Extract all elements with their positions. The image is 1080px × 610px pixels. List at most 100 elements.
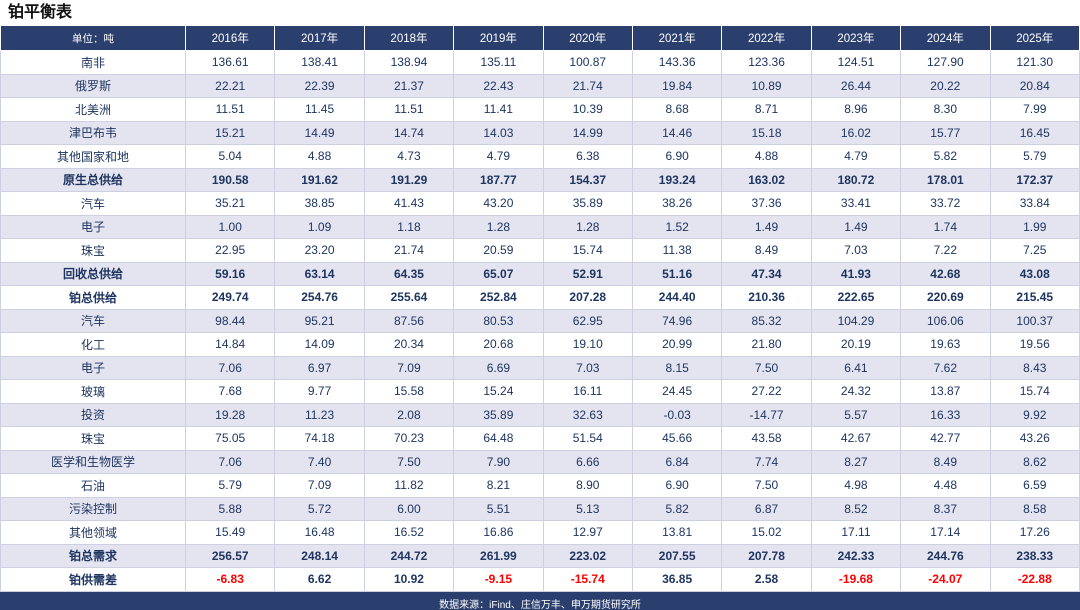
- value-cell: 178.01: [900, 167, 991, 192]
- value-cell: 24.45: [631, 379, 723, 404]
- table-row: 津巴布韦 15.21 14.49 14.74 14.03 14.99 14.46 15.18 1…: [0, 120, 1080, 145]
- value-cell: 20.34: [363, 332, 455, 357]
- value-cell: 15.74: [989, 379, 1080, 404]
- value-cell: 20.84: [989, 73, 1080, 98]
- value-cell: 21.74: [542, 73, 633, 98]
- value-cell: 7.74: [721, 449, 812, 474]
- table-row: 铂总供给 249.74 254.76 255.64 252.84 207.28 244.40…: [0, 285, 1080, 310]
- table-row: 其他领域 15.49 16.48 16.52 16.86 12.97 13.81 15.02 1…: [0, 520, 1080, 545]
- value-cell: 42.67: [810, 426, 902, 451]
- value-cell: 8.27: [810, 449, 902, 474]
- table-row: 汽车 98.44 95.21 87.56 80.53 62.95 74.96 85.32 104…: [0, 308, 1080, 333]
- value-cell: 207.55: [631, 543, 723, 568]
- value-cell: 45.66: [631, 426, 723, 451]
- year-header-cell: 2024年: [900, 25, 991, 51]
- table-row: 铂总需求 256.57 248.14 244.72 261.99 223.02 207.55…: [0, 543, 1080, 568]
- value-cell: 20.59: [453, 238, 544, 263]
- value-cell: 11.38: [631, 238, 723, 263]
- value-cell: 15.77: [900, 120, 991, 145]
- table-header: 单位：吨 2016年 2017年 2018年 2019年 2020年 2021年 2022年 2…: [0, 25, 1080, 51]
- value-cell: 1.00: [184, 214, 276, 239]
- value-cell: 21.37: [363, 73, 455, 98]
- value-cell: 64.48: [453, 426, 544, 451]
- value-cell: 7.68: [184, 379, 276, 404]
- value-cell: 22.95: [184, 238, 276, 263]
- row-label-cell: 珠宝: [0, 426, 186, 451]
- value-cell: 252.84: [453, 285, 544, 310]
- value-cell: 15.58: [363, 379, 455, 404]
- value-cell: 20.22: [900, 73, 991, 98]
- value-cell: 7.50: [721, 473, 812, 498]
- value-cell: 15.24: [453, 379, 544, 404]
- value-cell: 191.29: [363, 167, 455, 192]
- value-cell: 8.58: [989, 496, 1080, 521]
- value-cell: 207.78: [721, 543, 812, 568]
- table-row: 化工 14.84 14.09 20.34 20.68 19.10 20.99 21.80 20.…: [0, 332, 1080, 357]
- value-cell: 52.91: [542, 261, 633, 286]
- value-cell: 249.74: [184, 285, 276, 310]
- value-cell: 5.57: [810, 402, 902, 427]
- value-cell: 163.02: [721, 167, 812, 192]
- value-cell: 256.57: [184, 543, 276, 568]
- value-cell: 8.21: [453, 473, 544, 498]
- value-cell: 1.49: [721, 214, 812, 239]
- value-cell: 238.33: [989, 543, 1080, 568]
- table-body: 南非 136.61 138.41 138.94 135.11 100.87 143.36 12…: [0, 50, 1080, 592]
- table-row: 汽车 35.21 38.85 41.43 43.20 35.89 38.26 37.36 33.…: [0, 191, 1080, 216]
- value-cell: 106.06: [900, 308, 991, 333]
- value-cell: 7.09: [274, 473, 365, 498]
- value-cell: 190.58: [184, 167, 276, 192]
- value-cell: 6.62: [274, 567, 365, 592]
- value-cell: 11.45: [274, 97, 365, 122]
- value-cell: 7.40: [274, 449, 365, 474]
- value-cell: 43.20: [453, 191, 544, 216]
- value-cell: -14.77: [721, 402, 812, 427]
- value-cell: -6.83: [184, 567, 276, 592]
- value-cell: 187.77: [453, 167, 544, 192]
- value-cell: 248.14: [274, 543, 365, 568]
- value-cell: 16.33: [900, 402, 991, 427]
- value-cell: 10.39: [542, 97, 633, 122]
- value-cell: -9.15: [453, 567, 544, 592]
- year-header-cell: 2023年: [810, 25, 902, 51]
- value-cell: 6.41: [810, 355, 902, 380]
- value-cell: 154.37: [542, 167, 633, 192]
- value-cell: 7.22: [900, 238, 991, 263]
- value-cell: 62.95: [542, 308, 633, 333]
- value-cell: 6.69: [453, 355, 544, 380]
- row-label-cell: 污染控制: [0, 496, 186, 521]
- row-label-cell: 津巴布韦: [0, 120, 186, 145]
- value-cell: 98.44: [184, 308, 276, 333]
- row-label-cell: 化工: [0, 332, 186, 357]
- table-row: 回收总供给 59.16 63.14 64.35 65.07 52.91 51.16 47.34…: [0, 261, 1080, 286]
- value-cell: 22.39: [274, 73, 365, 98]
- value-cell: 70.23: [363, 426, 455, 451]
- value-cell: -19.68: [810, 567, 902, 592]
- row-label-cell: 其他领域: [0, 520, 186, 545]
- value-cell: 9.92: [989, 402, 1080, 427]
- table-row: 俄罗斯 22.21 22.39 21.37 22.43 21.74 19.84 10.89 26…: [0, 73, 1080, 98]
- table-row: 原生总供给 190.58 191.62 191.29 187.77 154.37 193.2…: [0, 167, 1080, 192]
- value-cell: 121.30: [989, 50, 1080, 75]
- value-cell: 15.74: [542, 238, 633, 263]
- value-cell: 222.65: [810, 285, 902, 310]
- value-cell: 21.80: [721, 332, 812, 357]
- year-header-cell: 2018年: [363, 25, 455, 51]
- value-cell: 8.71: [721, 97, 812, 122]
- row-label-cell: 石油: [0, 473, 186, 498]
- value-cell: 4.79: [453, 144, 544, 169]
- value-cell: 4.73: [363, 144, 455, 169]
- table-row: 石油 5.79 7.09 11.82 8.21 8.90 6.90 7.50 4.98 4.48 6…: [0, 473, 1080, 498]
- value-cell: 4.48: [900, 473, 991, 498]
- value-cell: 2.58: [721, 567, 812, 592]
- row-label-cell: 汽车: [0, 191, 186, 216]
- value-cell: 10.92: [363, 567, 455, 592]
- value-cell: 33.84: [989, 191, 1080, 216]
- value-cell: -15.74: [542, 567, 633, 592]
- value-cell: 6.90: [631, 144, 723, 169]
- value-cell: 7.03: [810, 238, 902, 263]
- table-row: 珠宝 22.95 23.20 21.74 20.59 15.74 11.38 8.49 7.03…: [0, 238, 1080, 263]
- value-cell: 15.49: [184, 520, 276, 545]
- value-cell: 37.36: [721, 191, 812, 216]
- value-cell: -0.03: [631, 402, 723, 427]
